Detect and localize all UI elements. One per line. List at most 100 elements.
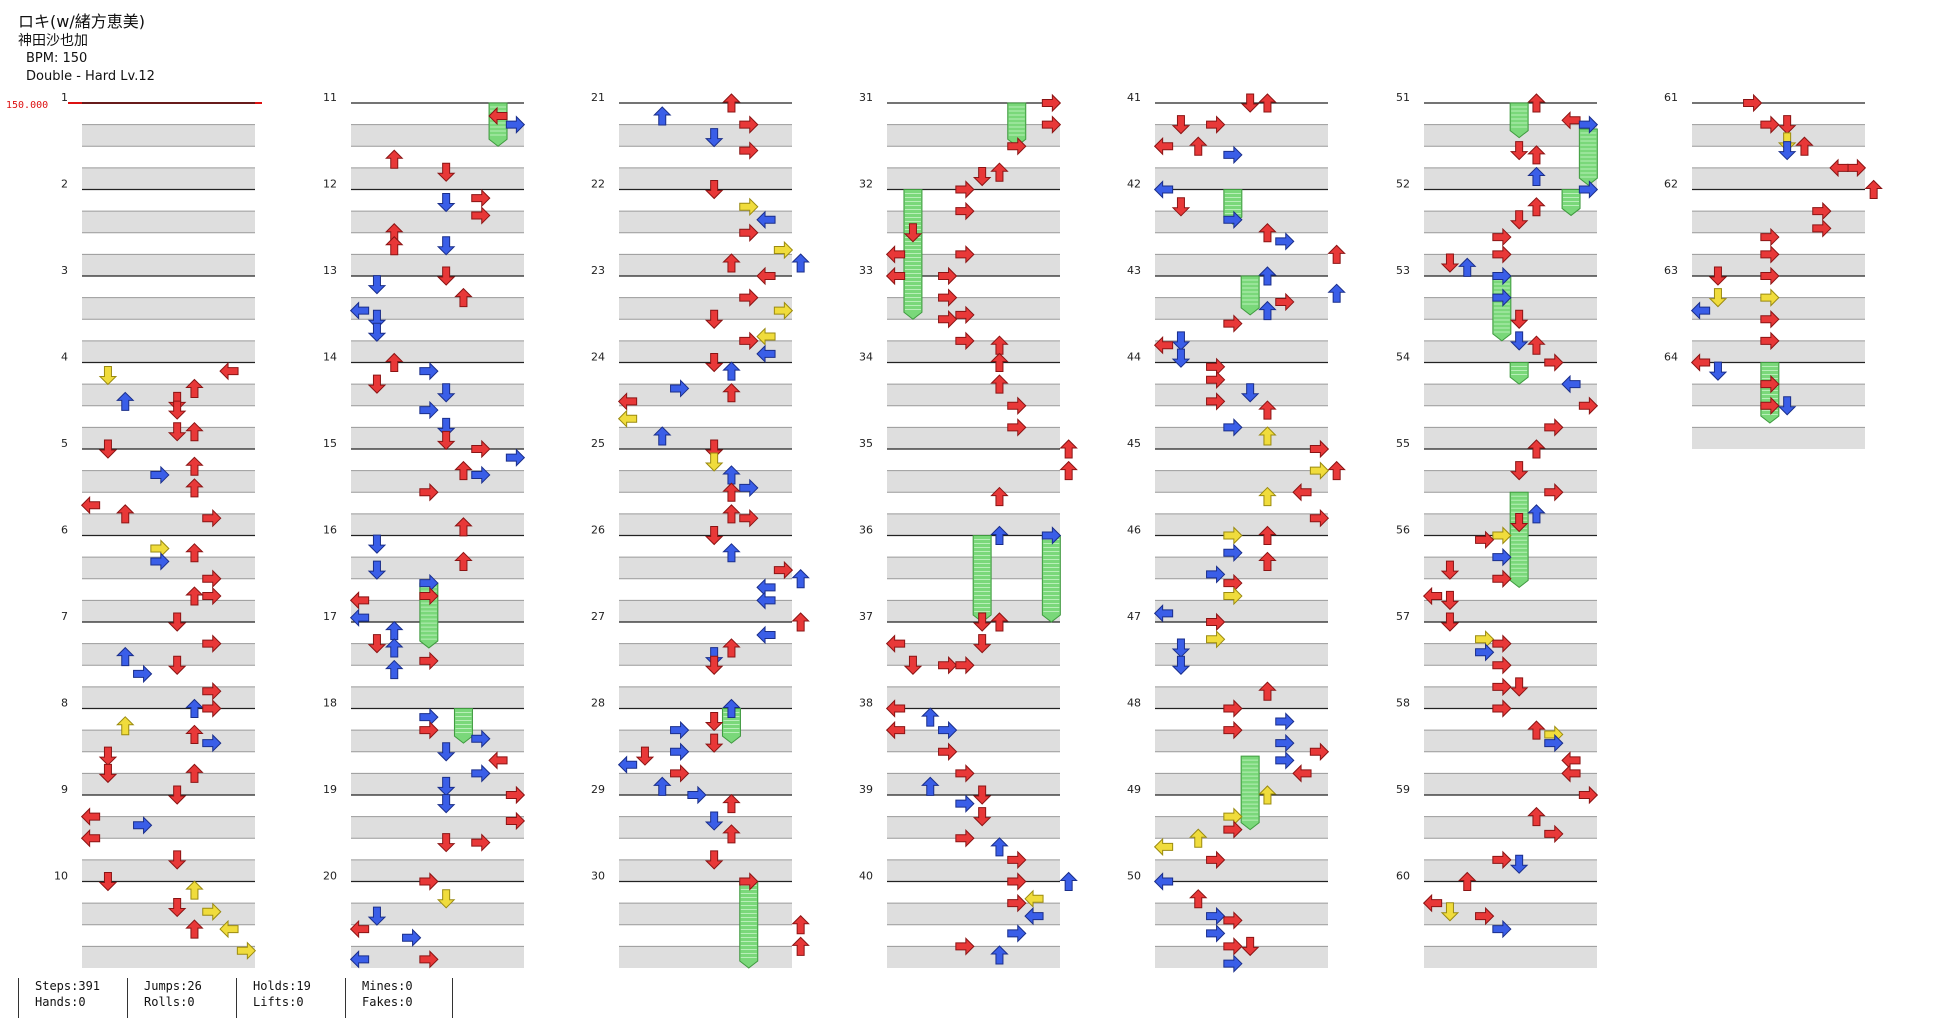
arrow-right-icon (236, 941, 257, 960)
measure-number: 12 (323, 178, 337, 191)
beat-band (887, 254, 1060, 276)
arrow-down-icon (1171, 348, 1191, 368)
measure-number: 28 (591, 697, 605, 710)
arrow-right-icon (1760, 374, 1780, 394)
beat-band (1424, 643, 1597, 666)
arrow-right-icon (739, 288, 759, 307)
measure: 29 (591, 783, 792, 882)
measure-number: 26 (591, 524, 605, 537)
arrow-right-icon (1007, 924, 1027, 943)
arrow-right-icon (419, 872, 439, 891)
arrow-up-icon (1189, 136, 1208, 156)
arrow-up-icon (722, 824, 741, 844)
arrow-right-icon (1492, 288, 1512, 307)
measure: 62 (1664, 178, 1865, 276)
hold-note (453, 708, 473, 744)
arrow-up-icon (990, 162, 1009, 182)
arrow-up-icon (791, 569, 810, 589)
arrow-left-icon (1561, 111, 1581, 130)
arrow-up-icon (1258, 551, 1277, 571)
arrow-right-icon (471, 206, 491, 225)
arrow-down-icon (1171, 197, 1191, 217)
beat-band (887, 384, 1060, 406)
stat-mines: Mines:0 (362, 979, 413, 993)
arrow-up-icon (454, 460, 473, 481)
beat-band (619, 167, 792, 190)
arrow-right-icon (1309, 742, 1330, 761)
arrow-down-icon (367, 374, 387, 394)
measure: 31 (859, 91, 1060, 190)
beat-band (82, 297, 255, 320)
beat-band (82, 167, 255, 190)
arrow-right-icon (739, 115, 759, 134)
beat-band (1155, 686, 1328, 709)
arrow-right-icon (419, 361, 439, 381)
arrow-left-icon (80, 496, 101, 515)
measure: 30 (591, 870, 792, 968)
arrow-down-icon (704, 655, 724, 675)
arrow-right-icon (471, 188, 491, 208)
arrow-down-icon (98, 439, 118, 459)
arrow-down-icon (98, 763, 118, 784)
arrow-left-icon (1153, 180, 1174, 199)
beat-band (619, 946, 792, 968)
arrow-down-icon (1240, 936, 1260, 957)
measure: 6 (61, 524, 255, 622)
arrow-right-icon (955, 656, 975, 675)
arrow-down-icon (1440, 612, 1460, 632)
arrow-down-icon (367, 906, 387, 926)
arrow-right-icon (202, 902, 222, 921)
measure-number: 52 (1396, 178, 1410, 191)
measure-number: 2 (61, 178, 68, 191)
measure: 3 (61, 264, 255, 363)
measure: 10 (54, 870, 255, 968)
arrow-down-icon (704, 452, 724, 472)
measure-number: 4 (61, 351, 68, 364)
arrow-right-icon (1206, 906, 1226, 926)
arrow-down-icon (1509, 210, 1529, 230)
arrow-right-icon (1492, 850, 1512, 870)
beat-band (619, 859, 792, 882)
measure: 25 (591, 437, 792, 536)
arrow-left-icon (756, 266, 776, 286)
arrow-right-icon (1223, 699, 1243, 718)
arrow-right-icon (1475, 906, 1495, 926)
measure-number: 31 (859, 91, 873, 104)
arrow-left-icon (1422, 893, 1443, 913)
measure: 9 (61, 783, 255, 882)
arrow-right-icon (1007, 893, 1027, 913)
arrow-left-icon (349, 608, 370, 627)
beat-band (619, 384, 792, 406)
measure: 57 (1396, 610, 1597, 709)
measure: 55 (1396, 437, 1597, 536)
arrow-up-icon (385, 352, 404, 372)
arrow-right-icon (739, 223, 759, 242)
arrow-right-icon (1578, 115, 1599, 134)
arrow-right-icon (202, 681, 222, 701)
arrow-right-icon (471, 764, 491, 783)
arrow-down-icon (1708, 288, 1728, 308)
arrow-right-icon (471, 439, 491, 459)
arrow-left-icon (1561, 374, 1581, 394)
arrow-up-icon (1258, 93, 1277, 113)
beat-band (619, 730, 792, 752)
arrow-down-icon (1171, 331, 1191, 351)
arrow-up-icon (722, 698, 741, 718)
arrow-right-icon (670, 379, 690, 398)
arrow-left-icon (617, 392, 638, 411)
arrow-right-icon (1223, 720, 1243, 740)
beat-band (1155, 557, 1328, 579)
arrow-right-icon (1041, 115, 1062, 134)
arrow-right-icon (1760, 331, 1780, 351)
arrow-left-icon (617, 409, 638, 428)
beat-band (351, 557, 524, 579)
beat-band (887, 340, 1060, 363)
arrow-right-icon (505, 448, 526, 467)
arrow-up-icon (791, 915, 810, 935)
beat-band (1424, 686, 1597, 709)
arrow-down-icon (436, 383, 456, 403)
beat-band (1155, 903, 1328, 925)
arrow-down-icon (436, 794, 456, 814)
hold-note (488, 102, 508, 147)
arrow-right-icon (1760, 266, 1780, 286)
